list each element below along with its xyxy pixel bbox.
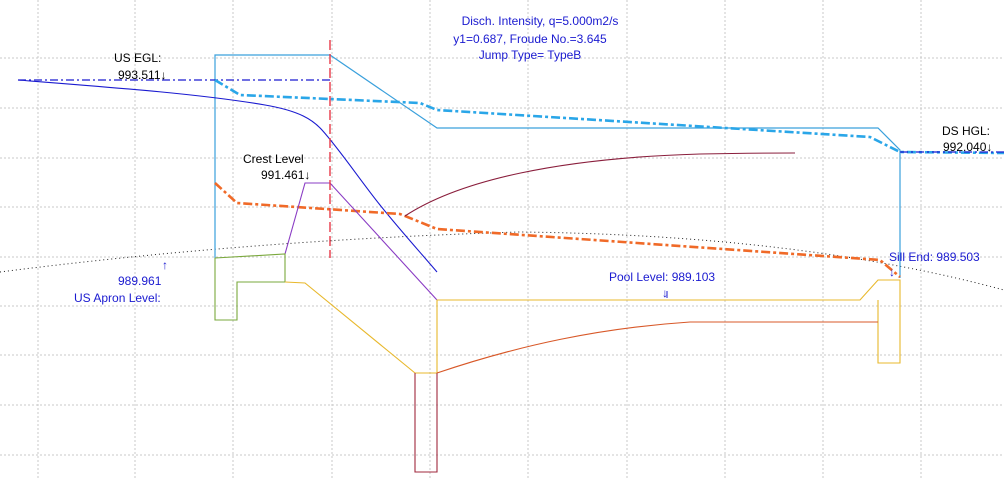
jump-curve <box>404 152 796 217</box>
us-egl-number: 993.511 <box>118 68 161 82</box>
down-arrow-icon: ↓ <box>889 265 895 279</box>
down-arrow-icon: ↓ <box>304 168 311 182</box>
sill-end-label: Sill End: 989.503 <box>889 250 980 264</box>
pool-level-label: Pool Level: 989.103 <box>609 270 716 284</box>
apron-line <box>214 253 286 321</box>
ds-hgl-title: DS HGL: <box>942 124 991 138</box>
ds-hgl-number: 992.040 <box>943 140 987 154</box>
crest-title: Crest Level <box>243 152 304 166</box>
floor-line <box>284 279 901 374</box>
water-surface-curve <box>17 79 438 273</box>
tail-curve <box>436 321 878 374</box>
down-arrow-icon: ↓ <box>986 140 993 154</box>
apron-title: US Apron Level: <box>74 291 161 305</box>
down-arrow-icon: ↓ <box>662 286 668 300</box>
us-egl-title: US EGL: <box>114 51 162 65</box>
ds-hgl-value: 992.040↓ <box>943 140 992 154</box>
hgl-line <box>214 182 901 278</box>
structure-outline <box>214 54 901 278</box>
up-arrow-icon: ↑ <box>162 258 168 272</box>
crest-number: 991.461 <box>261 168 305 182</box>
egl-main-line <box>214 78 1004 155</box>
info-discharge: Disch. Intensity, q=5.000m2/s <box>461 14 619 28</box>
crest-value: 991.461↓ <box>261 168 310 182</box>
crest-profile <box>284 182 438 301</box>
apron-value: 989.961 <box>118 274 162 288</box>
basin-pit <box>414 373 438 473</box>
us-egl-value: 993.511↓ <box>118 68 167 82</box>
info-jump-type: Jump Type= TypeB <box>478 48 582 62</box>
down-arrow-icon: ↓ <box>160 68 167 82</box>
info-froude: y1=0.687, Froude No.=3.645 <box>453 32 607 46</box>
